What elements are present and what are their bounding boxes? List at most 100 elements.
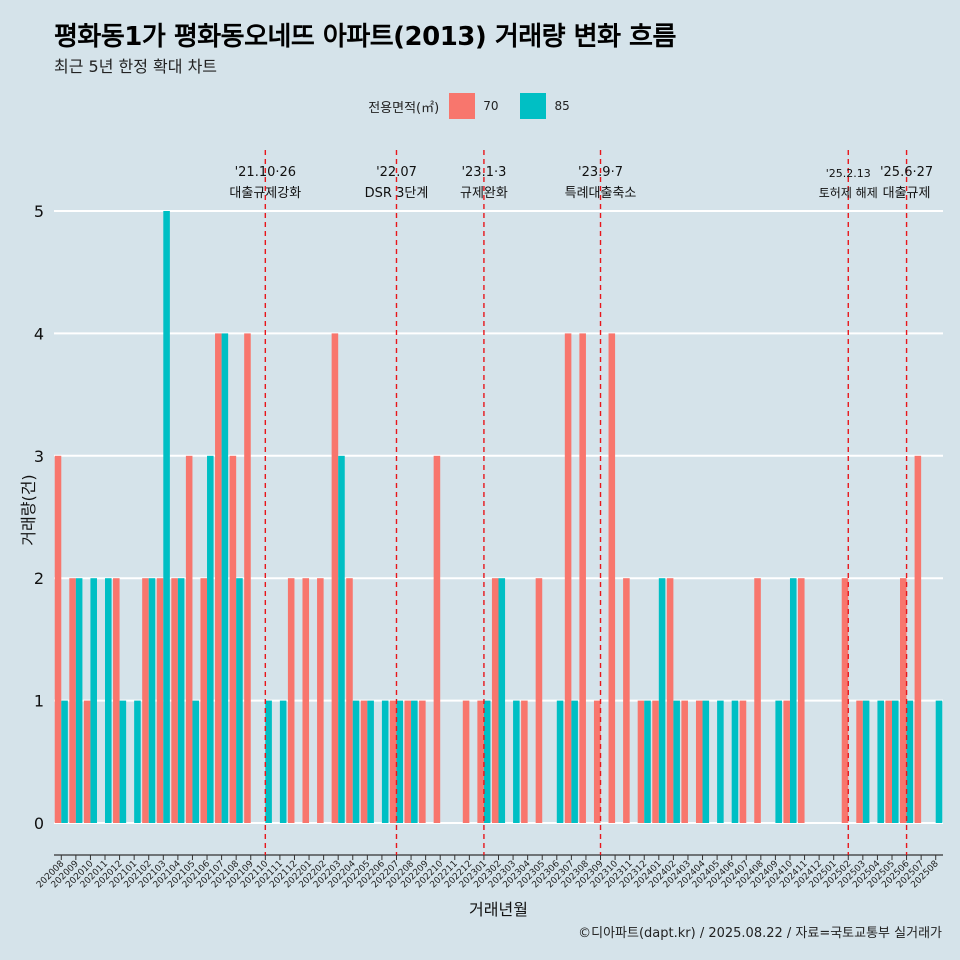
- bar-70-202407: [739, 700, 747, 823]
- bar-85-202009: [75, 578, 83, 823]
- bar-85-202303: [513, 700, 520, 823]
- legend-key-70: [449, 93, 476, 119]
- bar-70-202506: [900, 578, 907, 823]
- bar-70-202201: [302, 578, 310, 823]
- event-label-202207: DSR 3단계: [365, 186, 429, 201]
- bar-85-202307: [571, 700, 578, 823]
- bar-70-202102: [142, 578, 149, 823]
- bar-85-202405: [717, 700, 724, 823]
- event-label-202301: 규제완화: [460, 186, 508, 201]
- bar-85-202409: [775, 700, 782, 823]
- bar-70-202010: [83, 700, 91, 823]
- y-tick-label: 3: [34, 447, 44, 466]
- legend-label-85: 85: [554, 99, 570, 113]
- bar-70-202203: [331, 333, 339, 823]
- bar-85-202102: [148, 578, 156, 823]
- bar-85-202111: [279, 700, 287, 823]
- bar-70-202105: [185, 455, 193, 823]
- event-date-202110: '21.10·26: [235, 165, 296, 180]
- bar-85-202401: [658, 578, 666, 823]
- bar-85-202404: [702, 700, 710, 823]
- bar-85-202108: [236, 578, 243, 823]
- event-date-202309: '23.9·7: [578, 165, 623, 180]
- bar-70-202112: [287, 578, 295, 823]
- bar-70-202502: [841, 578, 849, 823]
- bar-85-202402: [673, 700, 680, 823]
- bar-85-202203: [338, 455, 345, 823]
- bar-85-202207: [396, 700, 404, 823]
- bar-70-202108: [229, 455, 237, 823]
- bar-85-202506: [906, 700, 914, 823]
- bar-85-202008: [61, 700, 68, 823]
- y-axis-title: 거래량(건): [19, 474, 38, 545]
- bar-70-202305: [535, 578, 543, 823]
- event-date-202301: '23.1·3: [461, 165, 506, 180]
- bar-85-202206: [381, 700, 389, 823]
- bar-85-202103: [163, 211, 170, 823]
- bar-70-202312: [637, 700, 645, 823]
- event-label-202110: 대출규제강화: [229, 186, 301, 201]
- legend: 전용면적(㎡) 70 85: [0, 93, 960, 119]
- bar-85-202301: [483, 700, 491, 823]
- bar-85-202106: [207, 455, 214, 823]
- source-caption: ©디아파트(dapt.kr) / 2025.08.22 / 자료=국토교통부 실…: [578, 926, 942, 941]
- bar-70-202411: [797, 578, 805, 823]
- bar-70-202505: [885, 700, 892, 823]
- bar-70-202503: [856, 700, 863, 823]
- bar-70-202012: [113, 578, 120, 823]
- bar-85-202306: [556, 700, 564, 823]
- bar-85-202105: [192, 700, 200, 823]
- bar-85-202208: [411, 700, 418, 823]
- legend-key-85: [520, 93, 547, 119]
- bar-85-202204: [352, 700, 360, 823]
- bar-70-202212: [462, 700, 470, 823]
- y-tick-label: 0: [34, 814, 44, 833]
- bar-70-202008: [54, 455, 62, 823]
- bar-70-202208: [404, 700, 412, 823]
- event-label-202309: 특례대출축소: [565, 186, 637, 201]
- bar-70-202310: [608, 333, 616, 823]
- bar-85-202312: [644, 700, 651, 823]
- bar-70-202202: [317, 578, 324, 823]
- bar-70-202106: [200, 578, 208, 823]
- bar-85-202011: [105, 578, 112, 823]
- bar-85-202107: [221, 333, 229, 823]
- bar-70-202103: [156, 578, 164, 823]
- event-label-202502: 토허제 해제: [819, 186, 878, 200]
- bar-85-202205: [367, 700, 374, 823]
- event-date-202506: '25.6·27: [880, 165, 933, 180]
- bar-70-202311: [623, 578, 630, 823]
- bar-70-202309: [593, 700, 601, 823]
- bar-70-202107: [215, 333, 222, 823]
- bar-85-202302: [498, 578, 506, 823]
- y-tick-label: 1: [34, 692, 44, 711]
- bar-70-202507: [914, 455, 922, 823]
- bar-85-202101: [134, 700, 141, 823]
- bar-70-202210: [433, 455, 441, 823]
- bar-70-202204: [346, 578, 353, 823]
- y-tick-label: 4: [34, 324, 44, 343]
- bar-70-202209: [419, 700, 426, 823]
- bar-70-202410: [783, 700, 790, 823]
- legend-title: 전용면적(㎡): [368, 100, 440, 116]
- bar-70-202308: [579, 333, 586, 823]
- chart-title: 평화동1가 평화동오네뜨 아파트(2013) 거래량 변화 흐름: [54, 22, 676, 52]
- legend-label-70: 70: [483, 99, 499, 113]
- bar-70-202307: [564, 333, 572, 823]
- bar-70-202301: [477, 700, 484, 823]
- bar-85-202505: [891, 700, 899, 823]
- bar-85-202503: [862, 700, 870, 823]
- x-axis-title: 거래년월: [469, 900, 528, 919]
- bar-85-202110: [265, 700, 272, 823]
- bar-70-202104: [171, 578, 178, 823]
- event-date-202502: '25.2.13: [826, 167, 871, 180]
- bar-85-202406: [731, 700, 739, 823]
- event-label-202506: 대출규제: [883, 186, 931, 201]
- event-date-202207: '22.07: [376, 165, 417, 180]
- bar-70-202205: [360, 700, 368, 823]
- y-tick-label: 2: [34, 569, 44, 588]
- y-tick-label: 5: [34, 202, 44, 221]
- bar-85-202010: [90, 578, 97, 823]
- bar-85-202104: [177, 578, 185, 823]
